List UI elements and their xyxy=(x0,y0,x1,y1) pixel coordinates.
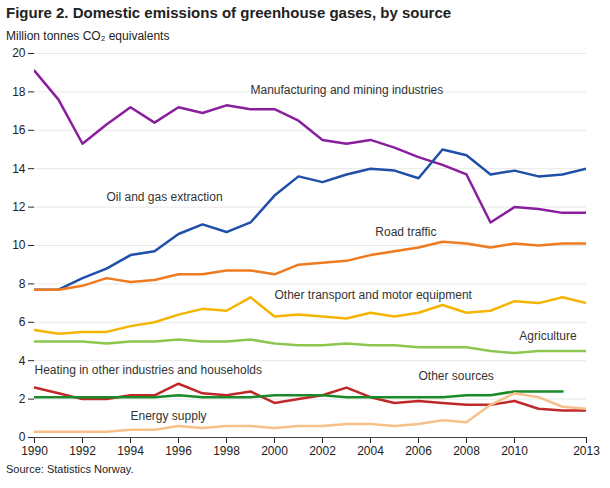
svg-text:1994: 1994 xyxy=(117,444,144,458)
svg-text:2006: 2006 xyxy=(405,444,432,458)
svg-text:16: 16 xyxy=(12,123,26,137)
html-text:Source: Statistics Norway.: Source: Statistics Norway. xyxy=(6,463,134,475)
svg-text:Energy supply: Energy supply xyxy=(131,409,207,423)
svg-text:18: 18 xyxy=(12,85,26,99)
svg-text:4: 4 xyxy=(19,354,26,368)
svg-text:1990: 1990 xyxy=(21,444,48,458)
svg-text:1992: 1992 xyxy=(69,444,96,458)
svg-text:2008: 2008 xyxy=(453,444,480,458)
svg-text:0: 0 xyxy=(19,430,26,444)
svg-text:Road traffic: Road traffic xyxy=(375,225,436,239)
svg-text:6: 6 xyxy=(19,315,26,329)
html-text:Figure 2. Domestic emissions o: Figure 2. Domestic emissions of greenhou… xyxy=(6,4,452,21)
svg-text:Heating in other industries an: Heating in other industries and househol… xyxy=(35,363,262,377)
svg-text:Other sources: Other sources xyxy=(419,369,494,383)
html-text:Million tonnes CO₂ equivalents: Million tonnes CO₂ equivalents xyxy=(6,29,170,43)
svg-text:2002: 2002 xyxy=(309,444,336,458)
svg-text:Other transport and motor equi: Other transport and motor equipment xyxy=(275,288,473,302)
svg-text:1996: 1996 xyxy=(165,444,192,458)
svg-text:1998: 1998 xyxy=(213,444,240,458)
svg-text:2000: 2000 xyxy=(261,444,288,458)
svg-text:10: 10 xyxy=(12,238,26,252)
svg-text:Manufacturing and mining indus: Manufacturing and mining industries xyxy=(251,83,444,97)
svg-text:2004: 2004 xyxy=(357,444,384,458)
svg-text:14: 14 xyxy=(12,162,26,176)
svg-text:Oil and gas extraction: Oil and gas extraction xyxy=(107,190,223,204)
svg-text:2: 2 xyxy=(19,392,26,406)
svg-text:8: 8 xyxy=(19,277,26,291)
svg-text:12: 12 xyxy=(12,200,26,214)
svg-text:20: 20 xyxy=(12,46,26,60)
svg-text:2013: 2013 xyxy=(573,444,600,458)
svg-text:2010: 2010 xyxy=(501,444,528,458)
svg-text:Agriculture: Agriculture xyxy=(519,329,577,343)
